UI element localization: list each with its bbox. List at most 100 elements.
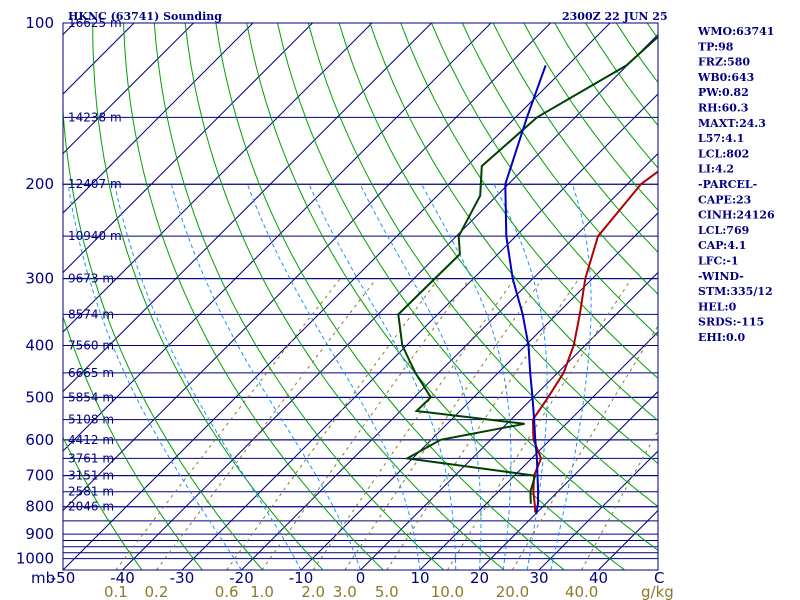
mixing-ratio-tick-label: 2.0: [301, 583, 325, 600]
height-label: 2581 m: [68, 485, 114, 499]
height-label: 4412 m: [68, 433, 114, 447]
height-label: 10940 m: [68, 229, 122, 243]
moist-adiabat: [359, 183, 482, 570]
moist-adiabat: [170, 184, 361, 570]
height-label: 3151 m: [68, 469, 114, 483]
mixing-ratio-line: [312, 278, 516, 570]
mixing-ratio-tick-label: 10.0: [431, 583, 464, 600]
isotherm-line: [241, 152, 658, 570]
pressure-tick-label: 100: [25, 14, 54, 32]
index-value: L57:4.1: [698, 132, 744, 145]
dry-adiabat: [246, 23, 625, 570]
temperature-unit-label: C: [654, 569, 664, 587]
height-label: 12407 m: [68, 177, 122, 191]
mixing-ratio-line: [115, 278, 341, 570]
isotherm-line: [63, 23, 611, 570]
index-value: EHI:0.0: [698, 331, 745, 344]
index-value: LCL:769: [698, 224, 749, 237]
dewpoint-profile: [397, 35, 658, 504]
temperature-tick-label: -20: [229, 569, 254, 587]
pressure-tick-label: 200: [25, 175, 54, 193]
pressure-tick-label: 300: [25, 270, 54, 288]
moist-adiabat: [67, 184, 242, 570]
temperature-tick-label: -50: [51, 569, 76, 587]
temperature-tick-label: 10: [410, 569, 429, 587]
temperature-tick-label: 0: [356, 569, 366, 587]
index-value: RH:60.3: [698, 102, 748, 115]
moist-adiabat: [114, 184, 302, 570]
pressure-tick-label: 700: [25, 467, 54, 485]
isotherm-line: [181, 93, 658, 570]
index-value: CAP:4.1: [698, 239, 746, 252]
moist-adiabat: [308, 183, 457, 570]
height-label: 3761 m: [68, 451, 114, 465]
height-label: 2046 m: [68, 500, 114, 514]
dry-adiabat: [277, 23, 658, 551]
index-value: -WIND-: [698, 270, 744, 283]
isotherm-line: [63, 23, 373, 333]
dry-adiabat: [400, 23, 658, 379]
isotherm-line: [63, 23, 313, 274]
moist-adiabat: [421, 183, 512, 570]
index-value: HEL:0: [698, 300, 737, 313]
dry-adiabat: [431, 23, 658, 337]
pressure-tick-label: 800: [25, 498, 54, 516]
index-value: TP:98: [698, 40, 734, 53]
index-value: MAXT:24.3: [698, 117, 766, 130]
index-value: CINH:24126: [698, 209, 775, 222]
temperature-tick-label: 20: [470, 569, 489, 587]
mixing-ratio-tick-label: 0.2: [145, 583, 169, 600]
mixing-ratio-tick-label: 1.0: [250, 583, 274, 600]
mixing-ratio-line: [446, 278, 632, 570]
dry-adiabat: [461, 23, 658, 295]
height-label: 8574 m: [68, 307, 114, 321]
dry-adiabat: [307, 23, 658, 508]
dry-adiabat: [338, 23, 658, 465]
dry-adiabat: [369, 23, 658, 422]
index-value: WMO:63741: [697, 25, 774, 38]
index-value: PW:0.82: [698, 86, 749, 99]
index-value: WB0:643: [697, 71, 754, 84]
pressure-unit-label: mb: [31, 569, 55, 587]
dry-adiabat: [63, 436, 143, 570]
mixing-ratio-line: [261, 278, 471, 570]
dry-adiabat: [123, 23, 384, 570]
dry-adiabat: [153, 23, 445, 570]
index-value: LI:4.2: [698, 163, 734, 176]
mixing-ratio-tick-label: 0.6: [215, 583, 239, 600]
height-label: 14238 m: [68, 110, 122, 124]
height-label: 9673 m: [68, 272, 114, 286]
index-value: FRZ:580: [698, 56, 750, 69]
height-label: 5854 m: [68, 390, 114, 404]
index-value: LCL:802: [698, 147, 749, 160]
index-value: CAPE:23: [698, 193, 751, 206]
isotherm-line: [63, 23, 432, 393]
temperature-tick-label: 30: [529, 569, 548, 587]
dry-adiabat: [63, 314, 203, 570]
pressure-tick-label: 900: [25, 525, 54, 543]
isotherm-line: [63, 23, 254, 214]
mixing-ratio-tick-label: 0.1: [104, 583, 128, 600]
pressure-tick-label: 400: [25, 336, 54, 354]
index-value: -PARCEL-: [698, 178, 757, 191]
isotherm-line: [63, 23, 551, 512]
isotherm-line: [63, 23, 194, 155]
mixing-ratio-tick-label: 3.0: [333, 583, 357, 600]
mixing-ratio-line: [226, 278, 439, 570]
height-label: 5108 m: [68, 413, 114, 427]
mixing-ratio-tick-label: 20.0: [496, 583, 529, 600]
isotherm-line: [538, 450, 658, 570]
height-label: 16625 m: [68, 16, 122, 30]
index-value: SRDS:-115: [698, 316, 764, 329]
dry-adiabat: [492, 23, 658, 253]
index-value: STM:335/12: [698, 285, 773, 298]
plot-frame: [62, 22, 659, 571]
height-label: 6665 m: [68, 366, 114, 380]
mixing-ratio-tick-label: 5.0: [375, 583, 399, 600]
chart-title: HKNC (63741) Sounding: [68, 10, 222, 23]
dry-adiabat: [92, 23, 324, 570]
temperature-tick-label: -10: [289, 569, 314, 587]
isotherm-line: [360, 271, 658, 570]
valid-time: 2300Z 22 JUN 25: [562, 10, 668, 23]
